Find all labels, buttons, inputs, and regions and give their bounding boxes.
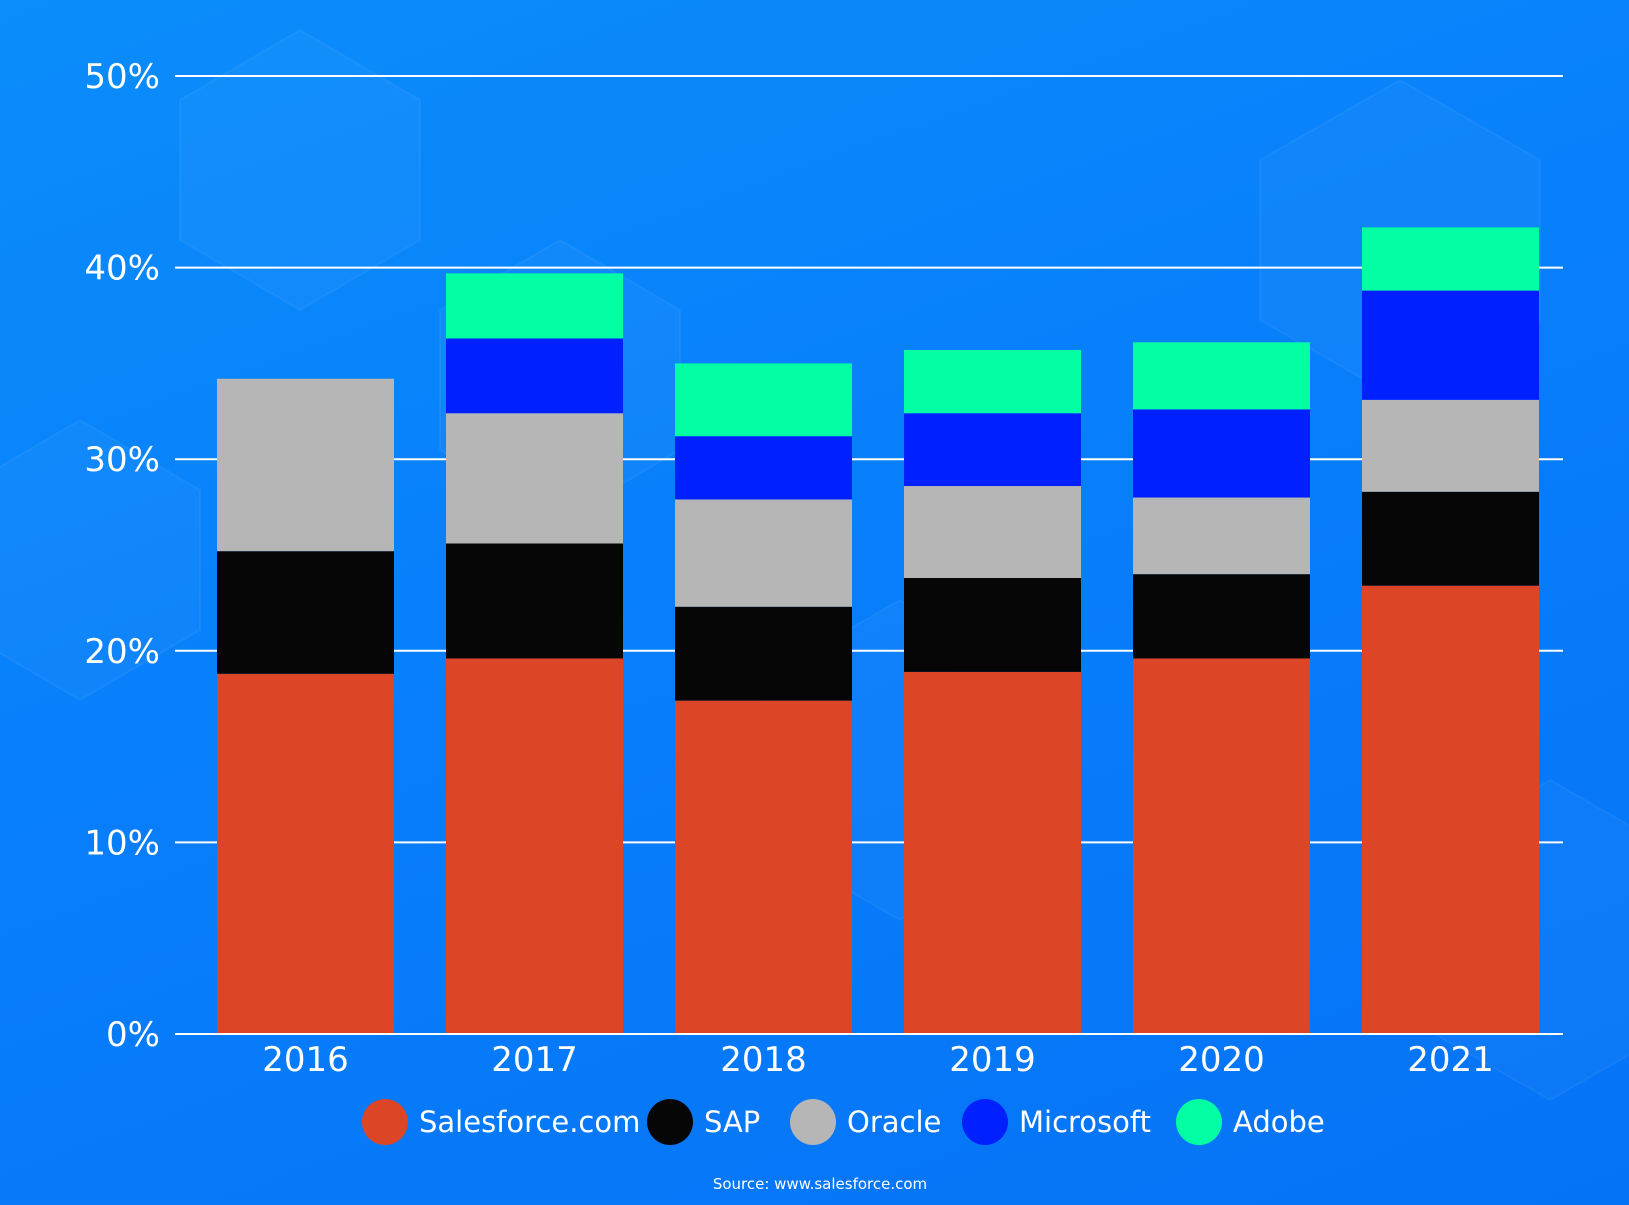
y-tick-label: 50% <box>84 57 160 97</box>
bar-adobe-2020 <box>1133 342 1310 410</box>
legend-label-salesforce-com: Salesforce.com <box>419 1105 640 1139</box>
bar-salesforce-com-2020 <box>1133 658 1310 1034</box>
source-note: Source: www.salesforce.com <box>713 1175 927 1193</box>
x-tick-label: 2019 <box>949 1040 1036 1080</box>
legend-label-adobe: Adobe <box>1233 1105 1325 1139</box>
bar-salesforce-com-2018 <box>675 700 852 1034</box>
bar-salesforce-com-2021 <box>1362 585 1539 1034</box>
bar-sap-2018 <box>675 606 852 701</box>
x-tick-label: 2018 <box>720 1040 807 1080</box>
legend-swatch-adobe <box>1176 1099 1222 1145</box>
legend-label-microsoft: Microsoft <box>1019 1105 1151 1139</box>
x-axis: 2016 2017 2018 2019 2020 2021 <box>262 1040 1494 1080</box>
bar-oracle-2017 <box>446 413 623 544</box>
legend-label-sap: SAP <box>704 1105 760 1139</box>
bar-oracle-2021 <box>1362 399 1539 492</box>
y-tick-label: 0% <box>106 1015 160 1055</box>
bar-salesforce-com-2017 <box>446 658 623 1034</box>
legend-swatch-salesforce-com <box>362 1099 408 1145</box>
bar-adobe-2021 <box>1362 227 1539 291</box>
bar-oracle-2019 <box>904 486 1081 578</box>
y-tick-label: 10% <box>84 823 160 863</box>
y-tick-label: 30% <box>84 440 160 480</box>
bar-sap-2016 <box>217 551 394 674</box>
bar-adobe-2019 <box>904 349 1081 414</box>
x-tick-label: 2020 <box>1178 1040 1265 1080</box>
x-tick-label: 2021 <box>1407 1040 1494 1080</box>
bar-microsoft-2020 <box>1133 409 1310 498</box>
bar-sap-2020 <box>1133 574 1310 659</box>
bar-salesforce-com-2019 <box>904 671 1081 1034</box>
y-tick-label: 40% <box>84 249 160 289</box>
legend-label-oracle: Oracle <box>847 1105 941 1139</box>
bar-microsoft-2019 <box>904 413 1081 487</box>
bar-sap-2019 <box>904 577 1081 672</box>
bar-adobe-2018 <box>675 363 852 437</box>
bar-adobe-2017 <box>446 273 623 339</box>
bar-sap-2021 <box>1362 491 1539 586</box>
legend-swatch-sap <box>647 1099 693 1145</box>
x-tick-label: 2016 <box>262 1040 349 1080</box>
bar-oracle-2018 <box>675 499 852 607</box>
legend-swatch-microsoft <box>962 1099 1008 1145</box>
bar-microsoft-2021 <box>1362 290 1539 400</box>
bar-sap-2017 <box>446 543 623 659</box>
x-tick-label: 2017 <box>491 1040 578 1080</box>
legend: Salesforce.com SAP Oracle Microsoft Adobe <box>362 1099 1325 1145</box>
bar-microsoft-2017 <box>446 338 623 414</box>
y-axis: 0% 10% 20% 30% 40% 50% <box>84 57 160 1055</box>
bar-salesforce-com-2016 <box>217 673 394 1034</box>
bar-oracle-2020 <box>1133 497 1310 575</box>
bars <box>175 227 1563 1035</box>
bar-oracle-2016 <box>217 378 394 552</box>
y-tick-label: 20% <box>84 632 160 672</box>
legend-swatch-oracle <box>790 1099 836 1145</box>
bar-microsoft-2018 <box>675 436 852 500</box>
